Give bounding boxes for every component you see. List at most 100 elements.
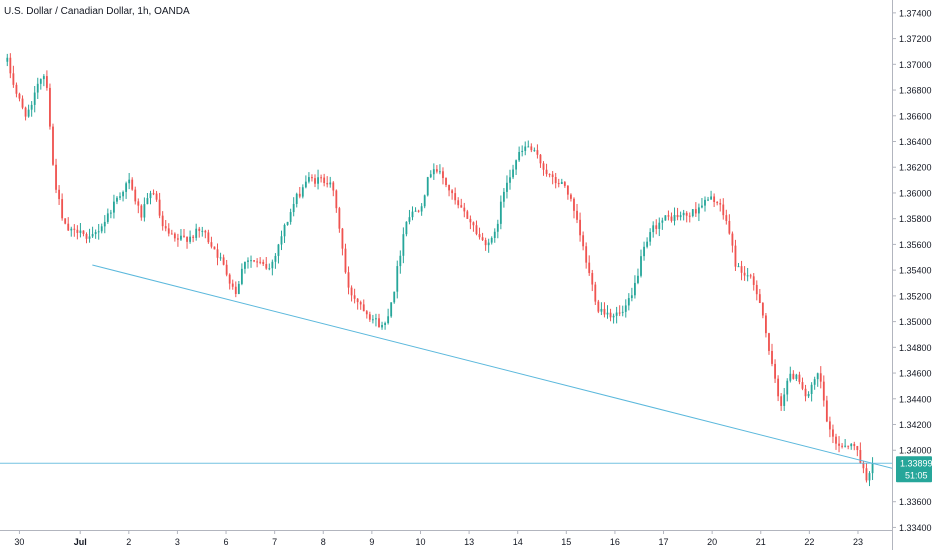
y-tick-label: 1.35400 — [899, 266, 932, 276]
candle-body — [518, 151, 521, 161]
candle-body — [734, 245, 737, 267]
y-tick-label: 1.34800 — [899, 343, 932, 353]
candle-body — [661, 220, 664, 223]
candle-body — [573, 198, 575, 211]
candle-body — [113, 201, 115, 213]
x-tick-label: 9 — [369, 537, 374, 547]
candle-body — [640, 256, 642, 276]
candle-body — [82, 230, 85, 235]
candle-body — [813, 379, 816, 385]
candle-body — [119, 196, 121, 198]
candle-body — [97, 231, 100, 233]
candle-body — [429, 174, 432, 178]
candle-body — [125, 183, 128, 192]
candle-body — [664, 215, 667, 221]
candle-body — [615, 312, 618, 316]
candle-body — [88, 236, 91, 239]
candle-body — [271, 261, 274, 269]
candle-body — [697, 207, 700, 214]
candle-body — [847, 445, 850, 447]
y-tick-label: 1.37200 — [899, 34, 932, 44]
candle-body — [588, 262, 591, 274]
candle-body — [853, 443, 856, 447]
x-tick-label: 13 — [464, 537, 474, 547]
candle-body — [350, 287, 353, 296]
candle-body — [761, 303, 764, 316]
candle-body — [609, 312, 612, 318]
candle-body — [871, 463, 874, 474]
candle-body — [399, 255, 402, 267]
candle-body — [362, 304, 365, 312]
candle-body — [164, 226, 167, 229]
candle-body — [844, 445, 847, 447]
candle-body — [52, 126, 54, 165]
candle-body — [475, 225, 478, 235]
candle-body — [122, 191, 124, 197]
candle-body — [560, 182, 563, 184]
candle-body — [219, 257, 222, 259]
candle-body — [621, 311, 624, 313]
candle-body — [183, 235, 185, 237]
candle-body — [780, 396, 783, 406]
candle-body — [298, 193, 301, 197]
candle-body — [786, 380, 789, 395]
y-tick-label: 1.35600 — [899, 240, 932, 250]
candle-body — [341, 228, 344, 249]
candle-body — [45, 76, 48, 88]
candle-body — [12, 73, 15, 85]
candle-body — [189, 236, 192, 242]
candle-body — [490, 237, 493, 243]
y-tick-label: 1.33400 — [899, 523, 932, 533]
chart-title: U.S. Dollar / Canadian Dollar, 1h, OANDA — [4, 6, 190, 17]
candle-body — [9, 57, 12, 74]
candle-body — [716, 201, 719, 204]
candle-body — [710, 196, 712, 200]
candle-body — [792, 373, 795, 379]
candle-body — [390, 302, 393, 317]
candle-body — [652, 225, 655, 233]
candle-body — [79, 230, 82, 233]
y-tick-label: 1.34200 — [899, 420, 932, 430]
candle-body — [250, 260, 252, 262]
candle-body — [679, 215, 682, 218]
candle-body — [247, 260, 249, 262]
candle-body — [378, 318, 380, 328]
candle-body — [454, 193, 457, 201]
candle-body — [131, 179, 134, 190]
current-price-label: 1.33899 — [900, 459, 932, 469]
candle-body — [106, 213, 109, 222]
candle-body — [375, 318, 377, 320]
candle-body — [688, 215, 691, 217]
candle-body — [582, 235, 585, 247]
candle-body — [402, 234, 405, 256]
candle-body — [448, 185, 450, 191]
candle-body — [865, 468, 868, 481]
candle-body — [701, 205, 703, 208]
candle-body — [539, 154, 542, 164]
candle-body — [323, 177, 326, 184]
candle-body — [457, 200, 460, 206]
candle-body — [393, 291, 396, 303]
candle-body — [487, 242, 490, 246]
x-tick-label: 3 — [175, 537, 180, 547]
candle-body — [76, 229, 79, 233]
candle-body — [719, 203, 722, 205]
candle-body — [231, 283, 234, 287]
candle-body — [259, 261, 262, 263]
candle-body — [670, 216, 673, 221]
candle-body — [277, 244, 280, 256]
candle-body — [862, 462, 865, 469]
candle-body — [633, 282, 636, 296]
candle-body — [210, 242, 213, 247]
trendline — [92, 264, 893, 469]
candle-body — [33, 92, 36, 105]
candle-body — [597, 301, 600, 312]
candle-body — [42, 76, 45, 80]
candle-body — [387, 316, 390, 324]
candle-body — [825, 400, 828, 422]
candle-body — [128, 179, 131, 184]
candle-body — [173, 233, 176, 239]
candle-body — [442, 171, 444, 179]
x-tick-label: 21 — [756, 537, 766, 547]
candle-body — [515, 160, 518, 170]
